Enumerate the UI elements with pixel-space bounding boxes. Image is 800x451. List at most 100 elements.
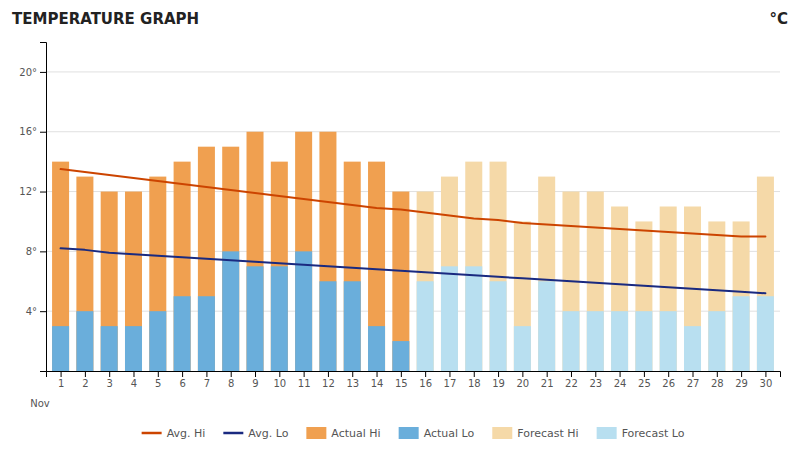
x-tick-mark (765, 371, 766, 377)
x-tick-mark (425, 371, 426, 377)
x-tick-mark (352, 371, 353, 377)
x-tick: 11 (298, 371, 311, 389)
x-tick: 4 (131, 371, 137, 389)
x-tick-label: 29 (735, 378, 748, 389)
x-tick-label: 24 (614, 378, 627, 389)
bar (222, 147, 239, 371)
x-tick-label: 14 (371, 378, 384, 389)
x-tick: 7 (204, 371, 210, 389)
x-tick-mark (85, 371, 86, 377)
x-tick: 28 (711, 371, 724, 389)
x-tick: 17 (444, 371, 457, 389)
x-tick-label: 2 (82, 378, 88, 389)
y-axis: 4°8°12°16°20° (19, 43, 46, 372)
y-tick-label: 20° (19, 67, 37, 78)
x-tick: 21 (541, 371, 554, 389)
bar (490, 281, 507, 371)
bar (247, 132, 264, 371)
bar (538, 177, 555, 371)
x-tick-mark (547, 371, 548, 377)
x-tick-label: 3 (107, 378, 113, 389)
x-tick-label: 1 (58, 378, 64, 389)
x-tick-label: 9 (252, 378, 258, 389)
x-tick-mark (522, 371, 523, 377)
x-tick-label: 7 (204, 378, 210, 389)
legend-swatch (142, 432, 162, 435)
y-tick-mark (40, 251, 46, 252)
plot-area (52, 132, 774, 371)
x-tick-mark (401, 371, 402, 377)
bar (684, 326, 701, 371)
x-tick: 19 (492, 371, 505, 389)
x-tick-mark (109, 371, 110, 377)
x-tick: 25 (638, 371, 651, 389)
legend-swatch (492, 427, 512, 439)
bar (465, 266, 482, 371)
bar (174, 162, 191, 371)
bar (125, 326, 142, 371)
y-tick: 20° (19, 67, 46, 78)
legend-item: Actual Hi (306, 427, 380, 440)
bar (344, 281, 361, 371)
bar (295, 132, 312, 371)
legend-swatch (306, 427, 326, 439)
bar (611, 207, 628, 372)
bar (319, 132, 336, 371)
x-tick-mark (255, 371, 256, 377)
x-tick-label: 15 (395, 378, 408, 389)
y-tick: 8° (26, 246, 46, 257)
y-tick-mark (40, 311, 46, 312)
x-tick-label: 27 (687, 378, 700, 389)
legend: Avg. HiAvg. LoActual HiActual LoForecast… (142, 427, 685, 440)
x-tick: 30 (760, 371, 773, 389)
x-tick-label: 30 (760, 378, 773, 389)
x-tick: 10 (273, 371, 286, 389)
x-tick-label: 10 (273, 378, 286, 389)
legend-item: Avg. Lo (223, 427, 288, 440)
y-tick: 12° (19, 186, 46, 197)
bar (417, 281, 434, 371)
grid-line (46, 131, 780, 132)
y-tick-mark (40, 192, 46, 193)
x-tick: 23 (589, 371, 602, 389)
legend-label: Avg. Hi (167, 427, 206, 440)
x-tick: 29 (735, 371, 748, 389)
x-tick-mark (595, 371, 596, 377)
x-tick-mark (279, 371, 280, 377)
grid-line (46, 71, 780, 72)
bar (587, 192, 604, 371)
bar (149, 311, 166, 371)
x-tick-mark (620, 371, 621, 377)
legend-swatch (223, 432, 243, 435)
bar (514, 326, 531, 371)
x-tick-mark (571, 371, 572, 377)
bar (52, 326, 69, 371)
x-tick: 24 (614, 371, 627, 389)
x-tick: 18 (468, 371, 481, 389)
y-tick: 16° (19, 126, 46, 137)
x-tick: 9 (252, 371, 258, 389)
x-tick: 15 (395, 371, 408, 389)
x-tick: 1 (58, 371, 64, 389)
legend-label: Avg. Lo (248, 427, 288, 440)
y-tick-label: 8° (26, 246, 37, 257)
x-tick-mark (328, 371, 329, 377)
x-tick: 2 (82, 371, 88, 389)
x-tick-label: 18 (468, 378, 481, 389)
x-tick: 13 (346, 371, 359, 389)
legend-label: Forecast Hi (517, 427, 578, 440)
bar (271, 266, 288, 371)
x-tick-label: 6 (179, 378, 185, 389)
x-tick-mark (133, 371, 134, 377)
x-axis: 1234567891011121314151617181920212223242… (47, 371, 781, 389)
bar (368, 162, 385, 371)
x-tick-mark (304, 371, 305, 377)
bar (417, 192, 434, 371)
bar (757, 177, 774, 371)
y-tick-mark (40, 72, 46, 73)
x-tick-mark (498, 371, 499, 377)
x-tick-mark (644, 371, 645, 377)
x-tick-mark (449, 371, 450, 377)
bar-series (52, 132, 409, 371)
x-tick: 16 (419, 371, 432, 389)
